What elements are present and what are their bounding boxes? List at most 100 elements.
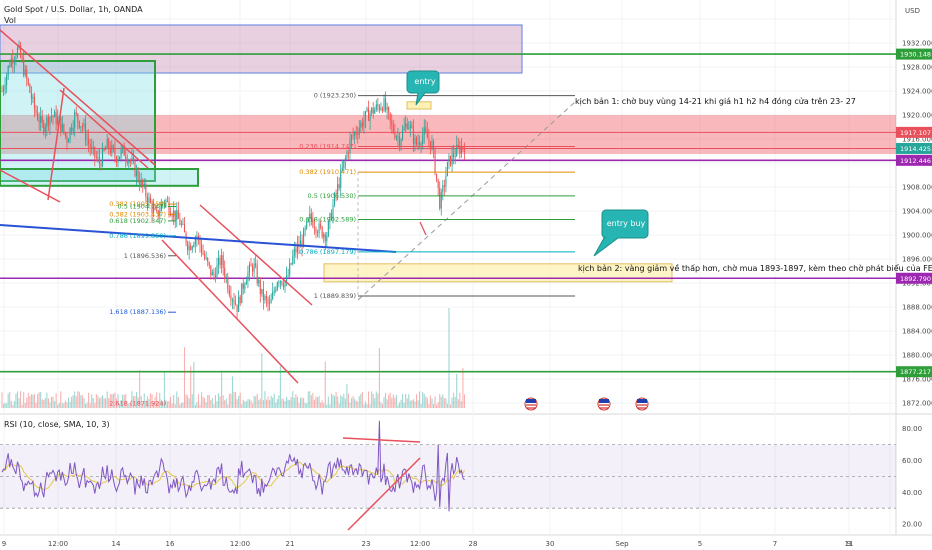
volume-bar [349, 402, 351, 408]
time-axis[interactable]: 9 12:00 14 16 12:00 21 23 12:00 28 30 Sep 5 7 911 [2, 540, 854, 548]
time-axis-tick[interactable]: 30 [546, 540, 555, 548]
candle-body [431, 141, 433, 149]
time-axis-tick[interactable]: 9 [847, 540, 851, 548]
candle-body [168, 201, 170, 214]
volume-bar [361, 392, 363, 408]
buy-zone-yellow[interactable] [323, 263, 673, 283]
volume-bar [57, 404, 59, 408]
volume-bar [312, 392, 314, 408]
volume-bar [459, 392, 461, 408]
candle-body [30, 92, 32, 99]
range-box-small[interactable] [0, 168, 199, 187]
time-axis-tick[interactable]: 23 [362, 540, 371, 548]
time-axis-tick[interactable]: Sep [615, 540, 629, 548]
time-axis-tick[interactable]: 12:00 [48, 540, 68, 548]
trend-drawings[interactable] [0, 29, 576, 384]
price-axis-tick[interactable]: 1876.000 [902, 376, 932, 384]
price-axis-tick[interactable]: 1920.000 [902, 112, 932, 120]
candle-body [148, 197, 150, 203]
marker-line[interactable] [419, 221, 427, 236]
candle-body [372, 107, 374, 114]
rsi-axis-tick[interactable]: 20.00 [902, 521, 922, 529]
scenario-1-note[interactable]: kịch bản 1: chờ buy vùng 14-21 khi giá h… [575, 96, 856, 107]
time-axis-tick[interactable]: 7 [773, 540, 777, 548]
volume-bar [24, 402, 26, 408]
time-axis-tick[interactable]: 21 [286, 540, 295, 548]
candle-body [406, 123, 408, 129]
candle-body [301, 240, 303, 248]
volume-bar [301, 397, 303, 408]
candle-body [202, 252, 204, 255]
candle-body [199, 237, 201, 246]
time-axis-tick[interactable]: 16 [166, 540, 175, 548]
price-axis-tick[interactable]: 1880.000 [902, 352, 932, 360]
candle-body [108, 139, 110, 149]
trend-line[interactable] [47, 87, 65, 201]
price-axis-tick[interactable]: 1932.000 [902, 40, 932, 48]
price-tag [896, 142, 932, 154]
rsi-divergence-line [347, 457, 421, 531]
candle-body [296, 244, 298, 253]
volume-bar [299, 397, 302, 408]
candle-body [432, 141, 435, 150]
channel-line-lower[interactable] [161, 239, 299, 384]
candle-body [323, 234, 325, 238]
candle-body [197, 236, 199, 238]
price-axis-tick[interactable]: 1884.000 [902, 328, 932, 336]
volume-bar [431, 398, 433, 408]
candle-body [162, 202, 164, 204]
entry-callout[interactable]: entry [406, 70, 440, 106]
time-axis-tick[interactable]: 5 [698, 540, 702, 548]
rsi-axis[interactable]: 20.00 40.00 60.00 80.00 [902, 425, 922, 528]
volume-bar [230, 393, 232, 408]
price-axis-tick[interactable]: 1888.000 [902, 304, 932, 312]
time-axis-tick[interactable]: 28 [469, 540, 478, 548]
candle-body [146, 196, 148, 203]
scenario-2-note[interactable]: kịch bản 2: vàng giảm về thấp hơn, chờ m… [578, 263, 932, 274]
candle-body [451, 153, 453, 166]
candle-body [445, 176, 447, 187]
candle-body [453, 153, 455, 158]
downtrend-line[interactable] [0, 169, 61, 203]
volume-bar [380, 402, 382, 408]
time-axis-tick[interactable]: 9 [2, 540, 6, 548]
resistance-zone-purple[interactable] [0, 24, 523, 74]
fibonacci-levels[interactable]: 0.382 (1905.150)0.382 (1903.437)0.5 (190… [109, 92, 575, 408]
blue-trend-line[interactable] [0, 224, 397, 253]
projection-line[interactable] [357, 101, 576, 301]
price-axis-tick[interactable]: 1916.000 [902, 136, 932, 144]
economic-event-markers[interactable] [524, 397, 649, 411]
channel-line-upper[interactable] [199, 204, 313, 306]
price-axis-tick[interactable]: 1908.000 [902, 184, 932, 192]
candle-body [310, 213, 312, 219]
rsi-axis-tick[interactable]: 60.00 [902, 457, 922, 465]
downtrend-line[interactable] [59, 89, 149, 169]
time-axis-tick[interactable]: 12:00 [230, 540, 250, 548]
volume-bar [35, 403, 37, 408]
candle-body [132, 157, 135, 161]
rsi-axis-tick[interactable]: 40.00 [902, 489, 922, 497]
price-axis-tick[interactable]: 1872.000 [902, 400, 932, 408]
candle-body [244, 284, 246, 289]
time-axis-tick[interactable]: 11 [845, 540, 854, 548]
price-axis-tick[interactable]: 1924.000 [902, 88, 932, 96]
price-axis-tick[interactable]: 1896.000 [902, 256, 932, 264]
price-axis-tick[interactable]: 1900.000 [902, 232, 932, 240]
downtrend-line[interactable] [0, 29, 156, 166]
entry-buy-callout[interactable]: entry buy [593, 209, 649, 257]
volume-bar [55, 393, 57, 408]
price-axis-tick[interactable]: 1904.000 [902, 208, 932, 216]
volume-bar [357, 401, 359, 408]
volume-bar [405, 393, 407, 408]
volume-bar [151, 394, 153, 408]
entry-zone-yellow[interactable] [406, 101, 432, 110]
candle-body [403, 126, 405, 131]
rsi-axis-tick[interactable]: 80.00 [902, 425, 922, 433]
time-axis-tick[interactable]: 12:00 [410, 540, 430, 548]
price-axis-tick[interactable]: 1928.000 [902, 64, 932, 72]
resistance-zone-red[interactable] [0, 115, 896, 154]
price-axis[interactable]: 1872.000 1876.000 1880.000 1884.000 1888.000… [902, 40, 932, 408]
candle-body [351, 135, 353, 140]
time-axis-tick[interactable]: 14 [112, 540, 121, 548]
candle-body [44, 127, 46, 133]
